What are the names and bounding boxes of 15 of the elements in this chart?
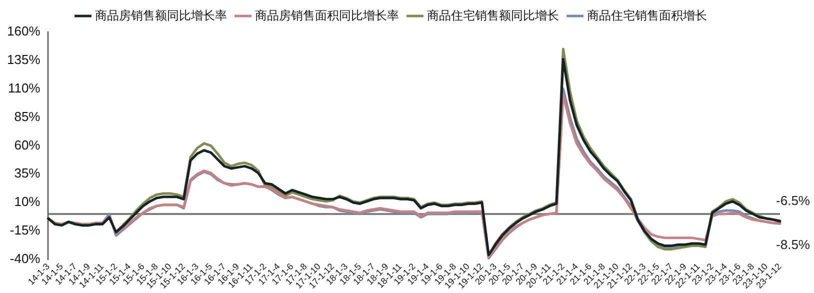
y-tick-label: 60% xyxy=(14,137,41,152)
y-tick-label: 160% xyxy=(7,24,41,39)
y-tick-label: 35% xyxy=(14,166,41,181)
legend-label: 商品住宅销售面积增长 xyxy=(587,8,707,22)
legend-label: 商品房销售额同比增长率 xyxy=(95,8,227,22)
y-tick-label: 110% xyxy=(8,80,41,96)
legend-label: 商品住宅销售额同比增长 xyxy=(427,8,559,22)
annotation: -6.5% xyxy=(776,192,810,208)
annotation: -8.5% xyxy=(776,237,810,252)
y-tick-label: 135% xyxy=(7,52,41,68)
y-tick-label: 10% xyxy=(14,194,41,210)
y-tick-label: -15% xyxy=(10,222,41,238)
y-tick-label: -40% xyxy=(10,251,41,266)
legend-label: 商品房销售面积同比增长率 xyxy=(255,8,399,22)
y-tick-label: 85% xyxy=(14,108,41,124)
